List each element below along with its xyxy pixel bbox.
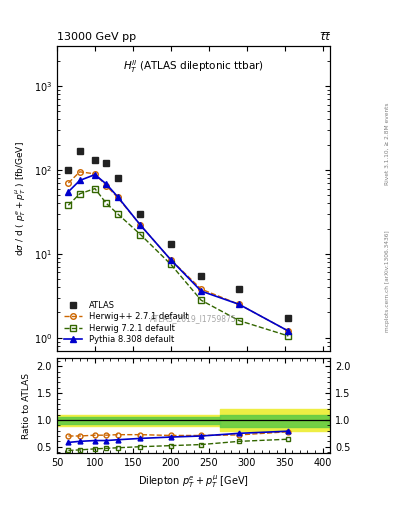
X-axis label: Dilepton $p_T^e + p_T^{\mu}$ [GeV]: Dilepton $p_T^e + p_T^{\mu}$ [GeV] [138,474,249,490]
Text: 13000 GeV pp: 13000 GeV pp [57,32,136,41]
Legend: ATLAS, Herwig++ 2.7.1 default, Herwig 7.2.1 default, Pythia 8.308 default: ATLAS, Herwig++ 2.7.1 default, Herwig 7.… [61,298,191,347]
Text: mcplots.cern.ch [arXiv:1306.3436]: mcplots.cern.ch [arXiv:1306.3436] [385,231,389,332]
Y-axis label: d$\sigma$ / d ( $p_T^e + p_T^{\mu}$ ) [fb/GeV]: d$\sigma$ / d ( $p_T^e + p_T^{\mu}$ ) [f… [13,141,28,256]
Text: ATLAS_2019_I1759875: ATLAS_2019_I1759875 [150,314,237,323]
Text: t̅t̅: t̅t̅ [321,32,330,41]
Text: Rivet 3.1.10, ≥ 2.8M events: Rivet 3.1.10, ≥ 2.8M events [385,102,389,185]
Y-axis label: Ratio to ATLAS: Ratio to ATLAS [22,373,31,439]
Text: $H_T^{ll}$ (ATLAS dileptonic ttbar): $H_T^{ll}$ (ATLAS dileptonic ttbar) [123,58,264,75]
